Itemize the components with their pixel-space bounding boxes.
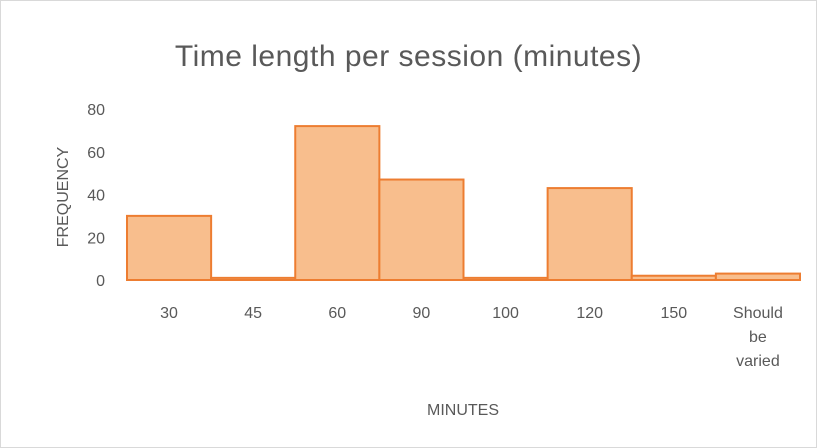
x-axis-label: MINUTES (427, 402, 499, 419)
x-tick-labels: 30 45 60 90 100 120 150 Should be varied (160, 305, 783, 370)
x-tick-label: 150 (660, 305, 687, 322)
bar-120 (546, 187, 633, 281)
y-tick-labels: 0 20 40 60 80 (87, 102, 105, 290)
x-tick-label: 90 (413, 305, 431, 322)
x-tick-label: Should be varied (733, 305, 783, 370)
y-tick-label: 40 (87, 188, 105, 205)
bars-group (126, 125, 801, 282)
bar-30 (126, 214, 213, 281)
y-tick-label: 80 (87, 102, 105, 119)
x-tick-label: 60 (328, 305, 346, 322)
chart-title: Time length per session (minutes) (174, 40, 643, 73)
y-tick-label: 20 (87, 230, 105, 247)
x-tick-label: 45 (244, 305, 262, 322)
bar-90 (378, 178, 465, 282)
bar-should-be-varied (714, 272, 801, 281)
y-axis-label: FREQUENCY (55, 146, 72, 247)
x-tick-label: 100 (492, 305, 519, 322)
bar-60 (294, 125, 381, 281)
bar-100 (462, 276, 549, 281)
bar-45 (210, 276, 297, 281)
bar-150 (630, 274, 717, 282)
y-tick-label: 0 (96, 273, 105, 290)
x-tick-label: 120 (576, 305, 603, 322)
y-tick-label: 60 (87, 145, 105, 162)
x-tick-label: 30 (160, 305, 178, 322)
